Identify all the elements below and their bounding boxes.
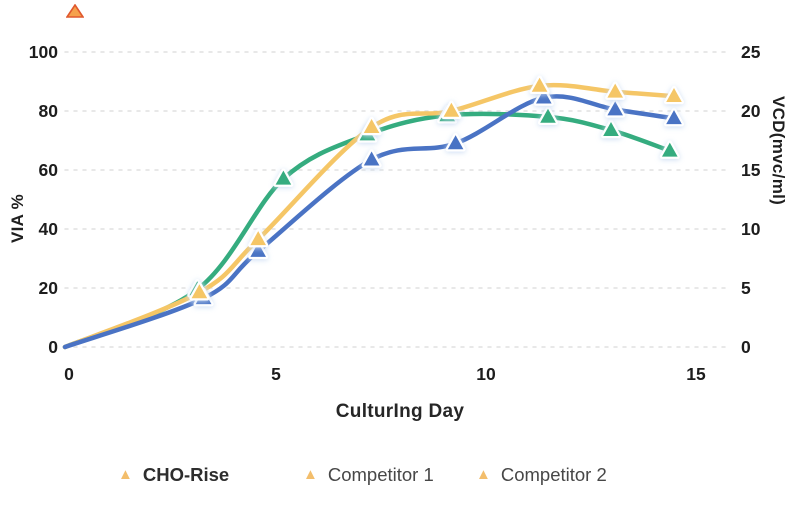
legend-item-2: ▲ Competitor 1 [303, 464, 434, 486]
legend-label: Competitor 1 [327, 464, 434, 485]
data-point-marker [248, 228, 269, 248]
x-axis-title: CulturIng Day [335, 401, 465, 422]
y-tick-right: 5 [741, 278, 751, 298]
data-point-marker [361, 149, 382, 168]
y-tick-left: 40 [39, 219, 59, 239]
legend-item-3: ▲ Competitor 2 [476, 464, 607, 486]
y-tick-left: 60 [39, 160, 59, 180]
data-point-marker [663, 85, 685, 105]
y-axis-title-right: VCD(mvc/ml) [769, 96, 788, 206]
data-point-marker [605, 99, 626, 118]
y-axis-title-left: VIA % [8, 193, 27, 243]
line-chart: 0 20 40 60 80 100 0 5 10 15 20 25 0 5 10 15 [29, 42, 761, 384]
data-point-marker [659, 140, 680, 159]
y-tick-right: 10 [741, 219, 761, 239]
data-point-marker [273, 168, 294, 187]
data-point-marker [537, 106, 559, 125]
data-point-marker [663, 107, 685, 127]
data-point-marker [441, 100, 462, 120]
data-point-marker [529, 75, 550, 94]
x-tick: 5 [271, 364, 281, 384]
x-tick: 15 [686, 364, 706, 384]
legend-label: Competitor 2 [500, 464, 607, 485]
data-point-marker [533, 87, 554, 106]
y-tick-left: 100 [29, 42, 58, 62]
decorative-triangle-icon [66, 4, 84, 18]
legend-item-1: ▲ CHO-Rise [118, 464, 229, 486]
x-tick: 10 [476, 364, 496, 384]
decorative-triangle-shape [66, 4, 84, 18]
data-point-marker [600, 119, 622, 139]
legend: ▲ CHO-Rise ▲ Competitor 1 ▲ Competitor 2 [0, 464, 800, 500]
y-tick-right: 15 [741, 160, 761, 180]
y-tick-right: 0 [741, 337, 751, 357]
y-tick-left: 0 [48, 337, 58, 357]
data-point-marker [605, 81, 626, 100]
data-point-marker [361, 116, 382, 136]
legend-triangle-icon: ▲ [476, 465, 491, 483]
y-tick-left: 20 [39, 278, 59, 298]
y-tick-right: 20 [741, 101, 761, 121]
legend-triangle-icon: ▲ [303, 465, 318, 483]
legend-label: CHO-Rise [142, 464, 230, 485]
x-tick: 0 [64, 364, 74, 384]
legend-triangle-icon: ▲ [118, 465, 133, 483]
data-point-marker [445, 133, 466, 152]
y-tick-right: 25 [741, 42, 761, 62]
y-tick-left: 80 [39, 101, 59, 121]
data-point-marker [189, 281, 210, 301]
data-point-marker [248, 240, 269, 260]
